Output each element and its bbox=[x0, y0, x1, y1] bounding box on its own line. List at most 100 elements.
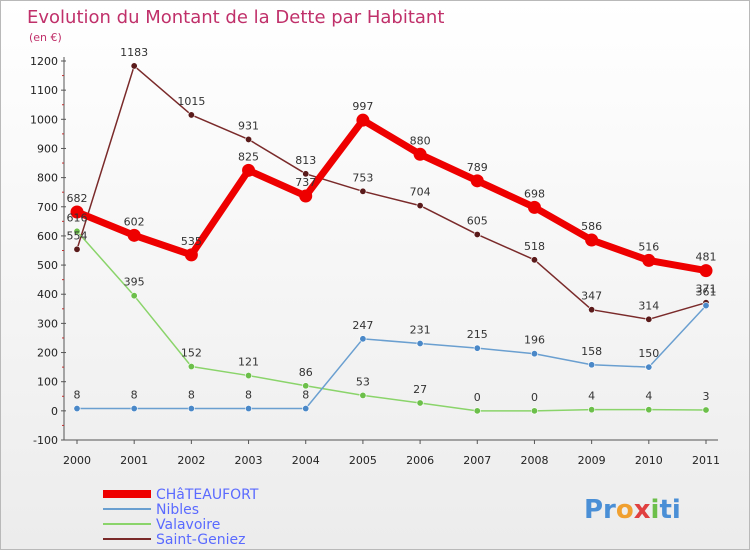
series-line bbox=[76, 230, 707, 412]
data-point bbox=[413, 147, 427, 161]
data-label: 247 bbox=[352, 319, 373, 332]
data-label: 737 bbox=[295, 176, 316, 189]
y-tick-label: 900 bbox=[37, 142, 58, 155]
data-label: 4 bbox=[645, 390, 652, 403]
data-point bbox=[245, 372, 253, 380]
data-label: 789 bbox=[467, 161, 488, 174]
data-label: 616 bbox=[67, 211, 88, 224]
data-label: 605 bbox=[467, 214, 488, 227]
y-tick-label: 300 bbox=[37, 317, 58, 330]
logo-letter: i bbox=[651, 495, 660, 525]
data-point bbox=[645, 406, 653, 414]
y-tick-label: -100 bbox=[33, 434, 58, 447]
y-tick-label: 1000 bbox=[30, 113, 58, 126]
data-label: 361 bbox=[696, 286, 717, 299]
data-label: 698 bbox=[524, 187, 545, 200]
series-line bbox=[73, 116, 710, 275]
data-point bbox=[73, 405, 81, 413]
data-label: 0 bbox=[474, 391, 481, 404]
y-tick-label: 700 bbox=[37, 201, 58, 214]
data-label: 27 bbox=[413, 383, 427, 396]
data-point bbox=[588, 306, 596, 314]
logo-letter: x bbox=[634, 495, 651, 525]
y-tick-label: 1200 bbox=[30, 55, 58, 68]
data-label: 554 bbox=[67, 229, 88, 242]
data-label: 196 bbox=[524, 334, 545, 347]
data-point bbox=[527, 200, 541, 214]
data-point bbox=[416, 340, 424, 348]
data-label: 518 bbox=[524, 240, 545, 253]
x-tick-label: 2007 bbox=[463, 454, 491, 467]
x-tick-label: 2000 bbox=[63, 454, 91, 467]
proxiti-logo: Proxiti bbox=[584, 495, 681, 525]
legend-label: Saint-Geniez bbox=[156, 532, 245, 548]
legend-label: Nibles bbox=[156, 502, 199, 518]
x-tick-label: 2009 bbox=[578, 454, 606, 467]
data-point bbox=[73, 245, 81, 253]
x-tick-label: 2001 bbox=[120, 454, 148, 467]
axes: -100010020030040050060070080090010001100… bbox=[30, 55, 720, 467]
data-point bbox=[416, 399, 424, 407]
data-point bbox=[530, 407, 538, 415]
data-point bbox=[302, 170, 310, 178]
data-point bbox=[530, 256, 538, 264]
x-tick-label: 2006 bbox=[406, 454, 434, 467]
data-point bbox=[70, 205, 84, 219]
y-tick-label: 800 bbox=[37, 172, 58, 185]
series-line bbox=[76, 304, 707, 410]
data-label: 8 bbox=[245, 389, 252, 402]
data-point bbox=[245, 405, 253, 413]
data-label: 880 bbox=[410, 134, 431, 147]
data-point bbox=[645, 363, 653, 371]
data-point bbox=[359, 391, 367, 399]
data-label: 4 bbox=[588, 390, 595, 403]
data-label: 997 bbox=[352, 100, 373, 113]
data-label: 1183 bbox=[120, 46, 148, 59]
data-label: 121 bbox=[238, 356, 259, 369]
data-label: 395 bbox=[124, 276, 145, 289]
data-label: 215 bbox=[467, 328, 488, 341]
series-group bbox=[70, 62, 713, 415]
data-label: 8 bbox=[188, 389, 195, 402]
x-tick-label: 2010 bbox=[635, 454, 663, 467]
x-tick-label: 2008 bbox=[520, 454, 548, 467]
data-point bbox=[416, 202, 424, 210]
data-label: 347 bbox=[581, 290, 602, 303]
data-point bbox=[302, 405, 310, 413]
x-tick-label: 2011 bbox=[692, 454, 720, 467]
data-point bbox=[184, 248, 198, 262]
data-label: 158 bbox=[581, 345, 602, 358]
data-point bbox=[699, 264, 713, 278]
data-label: 602 bbox=[124, 215, 145, 228]
y-tick-label: 200 bbox=[37, 347, 58, 360]
data-label: 53 bbox=[356, 375, 370, 388]
data-label: 150 bbox=[638, 347, 659, 360]
x-tick-label: 2005 bbox=[349, 454, 377, 467]
data-point bbox=[130, 62, 138, 70]
y-tick-label: 600 bbox=[37, 230, 58, 243]
data-point bbox=[73, 227, 81, 235]
data-label: 314 bbox=[638, 299, 659, 312]
y-tick-label: 100 bbox=[37, 376, 58, 389]
data-point bbox=[127, 228, 141, 242]
data-point bbox=[299, 189, 313, 203]
data-point bbox=[302, 382, 310, 390]
data-point bbox=[242, 163, 256, 177]
data-point bbox=[130, 405, 138, 413]
data-label: 8 bbox=[302, 389, 309, 402]
data-point bbox=[588, 406, 596, 414]
data-point bbox=[470, 174, 484, 188]
y-tick-label: 400 bbox=[37, 288, 58, 301]
data-label: 586 bbox=[581, 220, 602, 233]
chart-subtitle: (en €) bbox=[29, 31, 62, 44]
data-label: 535 bbox=[181, 235, 202, 248]
data-point bbox=[245, 135, 253, 143]
data-point bbox=[588, 361, 596, 369]
data-point bbox=[130, 292, 138, 300]
data-point bbox=[359, 335, 367, 343]
data-label: 516 bbox=[638, 240, 659, 253]
data-label: 86 bbox=[299, 366, 313, 379]
data-point bbox=[187, 111, 195, 119]
data-point bbox=[473, 230, 481, 238]
